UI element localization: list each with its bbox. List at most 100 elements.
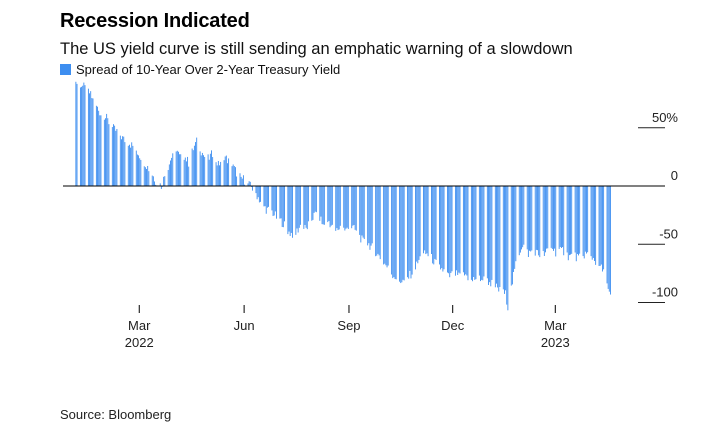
x-tick-label: Dec [441,318,465,333]
spread-bar [368,186,370,244]
spread-bar [537,186,538,251]
spread-bar [354,186,356,230]
spread-bar [456,186,458,271]
spread-bar [108,124,110,186]
spread-bar [242,175,244,186]
spread-bar [600,186,602,265]
spread-bar [330,186,332,226]
spread-bar [331,186,333,225]
spread-bar [457,186,459,275]
spread-bar [199,151,201,186]
spread-bar [454,186,456,276]
spread-bar [124,142,126,186]
spread-bar [514,186,516,269]
spread-bar [321,186,323,225]
spread-bar [107,118,109,186]
spread-bar [392,186,394,279]
spread-bar [403,186,405,281]
spread-bar [235,167,236,186]
y-tick-label: 50% [652,110,678,125]
spread-bar [147,165,149,186]
spread-bar [337,186,339,231]
spread-bar [192,150,194,186]
spread-bar [139,158,141,186]
spread-bar [148,171,150,186]
spread-bar [464,186,465,276]
spread-bar [387,186,389,266]
spread-bar [154,181,155,186]
spread-bar [188,166,190,186]
spread-bar [231,166,233,186]
spread-bar [98,110,100,186]
x-tick-label: Mar [544,318,567,333]
axes-group: 50% 0 -50 -100 Mar 2022 Jun Sep Dec Mar 2023 [63,110,678,350]
spread-bar [187,156,189,186]
spread-bar [219,165,220,186]
spread-bar [355,186,357,231]
spread-bar [338,186,340,230]
spread-bar [451,186,453,272]
spread-bar [519,186,521,253]
spread-bar [542,186,544,252]
spread-bar [393,186,395,278]
spread-bar [558,186,560,249]
spread-bar [566,186,568,253]
spread-bar [314,186,316,212]
spread-bar [483,186,485,277]
bars-group [75,81,611,311]
spread-bar [106,113,108,186]
spread-bar [427,186,429,257]
spread-bar [287,186,289,235]
spread-bar [475,186,477,280]
spread-bar [298,186,300,228]
spread-bar [280,186,282,219]
spread-bar [307,186,309,222]
spread-bar [336,186,338,229]
spread-bar [419,186,421,257]
spread-bar [172,153,174,186]
spread-bar [95,105,97,186]
spread-bar [531,186,533,251]
spread-bar [105,118,106,186]
spread-bar [335,186,337,231]
spread-bar [545,186,546,253]
spread-bar [159,183,161,186]
spread-bar [491,186,493,280]
spread-bar [567,186,569,261]
spread-bar [488,186,489,285]
x-tick-label: Mar [128,318,151,333]
spread-bar [352,186,354,226]
spread-bar [304,186,306,225]
spread-bar [99,115,101,186]
spread-bar [439,186,440,265]
spread-bar [435,186,437,260]
spread-bar [183,159,185,186]
spread-bar [236,176,238,186]
spread-bar [344,186,346,231]
spread-bar [489,186,491,283]
spread-bar [407,186,409,278]
spread-bar [327,186,329,223]
spread-bar [92,98,94,186]
spread-bar [239,173,241,186]
spread-bar [575,186,577,262]
spread-bar [377,186,379,254]
spread-bar [289,186,291,237]
spread-bar [76,83,78,186]
spread-bar [347,186,349,229]
spread-bar [284,186,285,222]
legend-swatch [60,64,71,75]
spread-bar [458,186,460,273]
spread-bar [136,154,138,186]
spread-bar [204,156,206,186]
spread-bar [266,186,268,208]
spread-bar [538,186,540,256]
spread-bar [248,181,250,186]
spread-bar [273,186,275,216]
spread-bar [441,186,443,269]
spread-bar [574,186,576,253]
x-year-label: 2022 [125,335,154,350]
spread-bar [606,186,608,284]
spread-bar [535,186,537,250]
